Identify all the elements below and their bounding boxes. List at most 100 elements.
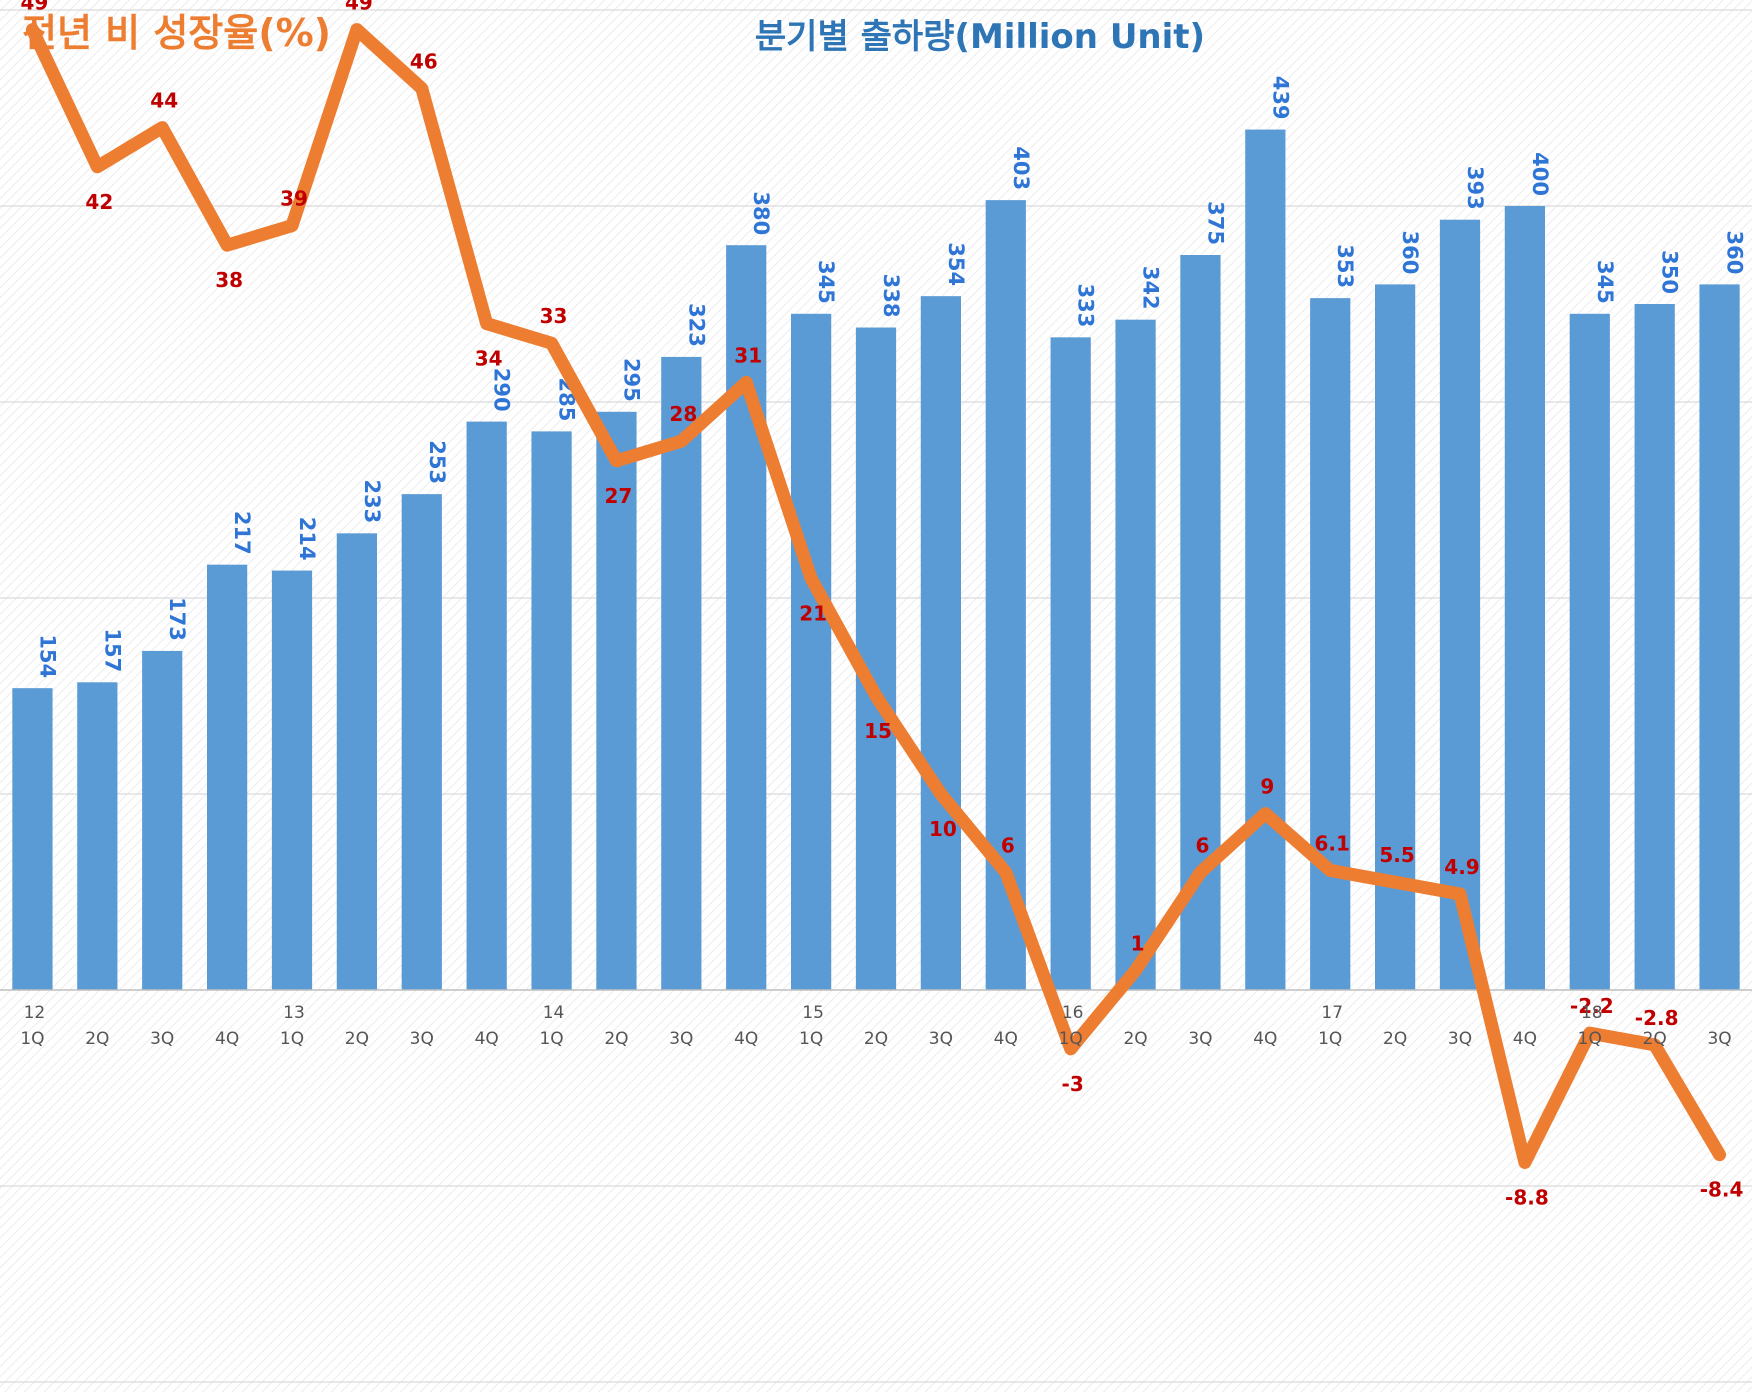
shipment-bar — [142, 650, 183, 990]
shipment-bar — [920, 296, 962, 990]
x-tick-quarter: 2Q — [345, 1029, 369, 1049]
bar-value-label: 173 — [165, 597, 189, 641]
growth-value-label: 46 — [410, 49, 438, 73]
bar-value-label: 157 — [100, 628, 124, 672]
shipment-bar — [401, 494, 442, 990]
growth-line-path — [25, 23, 1727, 1169]
x-tick-quarter: 1Q — [799, 1029, 823, 1049]
shipment-bar — [1439, 219, 1481, 991]
bar-value-label: 345 — [1593, 260, 1617, 304]
bar-value-label: 253 — [425, 440, 449, 484]
x-axis-ticks: 1Q 2Q 3Q 4Q 1Q 2Q 3Q 4Q 1Q 2Q 3Q 4Q 1Q 2Q 3Q 4Q 1Q 2Q 3Q 4Q… — [20, 1003, 1731, 1049]
bar-value-label: 393 — [1463, 166, 1487, 210]
growth-value-label: 6 — [1195, 833, 1209, 857]
growth-value-label: 9 — [1260, 775, 1274, 799]
title-center: 분기별 출하량(Million Unit) — [755, 17, 1205, 57]
x-tick-year: 16 — [1062, 1003, 1084, 1023]
x-tick-quarter: 4Q — [734, 1029, 758, 1049]
shipment-bar — [12, 688, 53, 990]
shipment-bar — [596, 411, 637, 990]
shipment-bar — [1310, 298, 1351, 990]
x-tick-quarter: 1Q — [280, 1029, 304, 1049]
x-tick-quarter: 3Q — [410, 1029, 434, 1049]
bar-value-label: 439 — [1268, 76, 1292, 120]
x-tick-quarter: 1Q — [539, 1029, 563, 1049]
growth-value-label: 27 — [605, 484, 633, 508]
shipment-bar — [1115, 319, 1156, 990]
shipment-bars — [12, 129, 1740, 991]
growth-value-label: 31 — [734, 343, 762, 367]
bar-value-label: 375 — [1203, 201, 1227, 245]
shipment-bar — [1245, 129, 1286, 990]
shipment-bar — [271, 570, 313, 990]
bar-value-label: 342 — [1139, 266, 1163, 310]
bar-value-label: 290 — [490, 368, 514, 412]
x-tick-quarter: 2Q — [604, 1029, 628, 1049]
x-tick-quarter: 1Q — [1578, 1029, 1602, 1049]
shipment-bar — [790, 313, 832, 990]
bar-value-label: 380 — [749, 191, 773, 235]
growth-line — [25, 23, 1727, 1169]
x-tick-quarter: 3Q — [929, 1029, 953, 1049]
bar-value-label: 350 — [1658, 250, 1682, 294]
x-tick-quarter: 1Q — [1059, 1029, 1083, 1049]
shipment-bar — [661, 356, 702, 990]
growth-value-label: -3 — [1062, 1072, 1084, 1096]
x-tick-quarter: 4Q — [475, 1029, 499, 1049]
bar-value-label: 295 — [619, 358, 643, 402]
x-tick-year: 15 — [802, 1003, 824, 1023]
growth-value-label: 49 — [345, 0, 373, 15]
x-tick-year: 14 — [543, 1003, 565, 1023]
growth-value-label: 10 — [929, 817, 957, 841]
growth-value-label: 1 — [1131, 931, 1145, 955]
growth-value-label: 6 — [1001, 833, 1015, 857]
bar-value-label: 360 — [1398, 231, 1422, 275]
growth-value-label: 38 — [215, 268, 243, 292]
shipment-bar — [1569, 313, 1610, 990]
shipment-bar — [1374, 284, 1416, 990]
x-tick-quarter: 2Q — [864, 1029, 888, 1049]
growth-value-label: 49 — [21, 0, 49, 15]
x-tick-quarter: 3Q — [1707, 1029, 1731, 1049]
bar-value-label: 233 — [360, 479, 384, 523]
bar-value-label: 360 — [1723, 231, 1747, 275]
x-tick-quarter: 2Q — [1123, 1029, 1147, 1049]
shipment-bar — [531, 431, 572, 990]
growth-value-label: 44 — [150, 89, 178, 113]
shipment-bar — [206, 564, 248, 990]
x-tick-year: 17 — [1321, 1003, 1343, 1023]
x-tick-quarter: 4Q — [1513, 1029, 1537, 1049]
growth-value-label: -8.4 — [1700, 1178, 1744, 1202]
x-tick-quarter: 2Q — [1643, 1029, 1667, 1049]
x-tick-quarter: 1Q — [20, 1029, 44, 1049]
x-tick-quarter: 3Q — [669, 1029, 693, 1049]
x-tick-quarter: 4Q — [994, 1029, 1018, 1049]
x-tick-quarter: 3Q — [150, 1029, 174, 1049]
x-tick-year: 13 — [283, 1003, 305, 1023]
x-tick-quarter: 4Q — [215, 1029, 239, 1049]
bar-value-label: 323 — [684, 303, 708, 347]
shipment-bar — [726, 245, 767, 990]
growth-value-label: 33 — [540, 304, 568, 328]
bar-value-label: 353 — [1333, 244, 1357, 288]
growth-value-label: -2.8 — [1635, 1006, 1679, 1030]
bar-value-label: 214 — [295, 517, 319, 561]
shipment-bar — [1050, 337, 1091, 990]
x-tick-quarter: 3Q — [1188, 1029, 1212, 1049]
growth-value-label: 21 — [799, 601, 827, 625]
bar-value-label: 354 — [944, 242, 968, 286]
bar-value-label: 400 — [1528, 152, 1552, 196]
growth-value-label: -8.8 — [1505, 1185, 1549, 1209]
growth-value-label: -2.2 — [1570, 994, 1614, 1018]
x-tick-year: 12 — [24, 1003, 46, 1023]
bar-value-label: 333 — [1074, 283, 1098, 327]
growth-value-label: 39 — [280, 187, 308, 211]
growth-value-label: 6.1 — [1315, 831, 1350, 855]
bar-value-label: 403 — [1009, 146, 1033, 190]
x-tick-quarter: 3Q — [1448, 1029, 1472, 1049]
shipment-bar — [1699, 284, 1740, 990]
